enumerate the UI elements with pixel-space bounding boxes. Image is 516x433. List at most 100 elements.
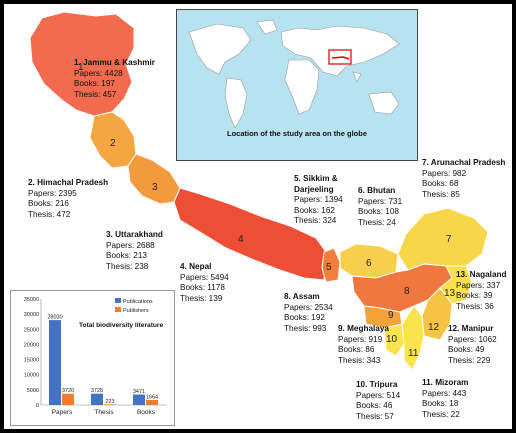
region-papers: Papers: 1394: [294, 195, 343, 205]
literature-bar-chart: 0 5000 10000 15000 20000 25000 30000 35000 2803…: [10, 290, 175, 426]
region-number: 6: [366, 258, 372, 269]
region-papers: Papers: 514: [356, 390, 401, 400]
bar-publications-thesis: [91, 393, 103, 405]
bar-publishers-papers: [62, 393, 74, 405]
region-title: 8. Assam: [284, 292, 320, 301]
region-nagaland[interactable]: [439, 265, 473, 305]
region-papers: Papers: 919: [338, 334, 383, 344]
figure-frame: 1 2 3 4 5 6 7 8 9 10 11 12 13: [4, 4, 512, 429]
region-books: Books: 162: [294, 205, 335, 215]
region-books: Books: 216: [28, 199, 69, 209]
region-title: 4. Nepal: [180, 262, 212, 271]
region-title: 12. Manipur: [448, 324, 494, 333]
region-books: Books: 39: [456, 291, 493, 301]
region-books: Books: 86: [338, 345, 375, 355]
region-thesis: Thesis: 238: [106, 261, 149, 271]
chart-title: Total biodiversity literature: [79, 322, 163, 329]
region-books: Books: 108: [358, 207, 399, 217]
label-arunachal-pradesh: 7. Arunachal Pradesh Papers: 982 Books: …: [422, 158, 505, 200]
region-title: 3. Uttarakhand: [106, 230, 163, 239]
region-thesis: Thesis: 472: [28, 209, 71, 219]
region-thesis: Thesis: 85: [422, 189, 460, 199]
region-number: 4: [238, 234, 244, 245]
region-papers: Papers: 731: [358, 196, 403, 206]
region-books: Books: 49: [448, 345, 485, 355]
bar-value-label: 1664: [146, 394, 158, 400]
region-thesis: Thesis: 457: [74, 89, 117, 99]
bar-value-label: 28030: [47, 315, 62, 321]
region-number: 12: [428, 322, 440, 333]
region-number: 3: [152, 182, 158, 193]
label-mizoram: 11. Mizoram Papers: 443 Books: 18 Thesis…: [422, 378, 468, 420]
region-thesis: Thesis: 229: [448, 355, 491, 365]
region-papers: Papers: 2395: [28, 188, 77, 198]
region-mizoram[interactable]: [401, 305, 425, 371]
region-thesis: Thesis: 57: [356, 411, 394, 421]
region-books: Books: 46: [356, 401, 393, 411]
label-nepal: 4. Nepal Papers: 5494 Books: 1178 Thesis…: [180, 262, 229, 304]
legend-swatch: [115, 298, 121, 303]
region-thesis: Thesis: 324: [294, 216, 337, 226]
region-papers: Papers: 443: [422, 388, 467, 398]
bar-publishers-books: [146, 399, 158, 405]
region-number: 10: [386, 334, 398, 345]
y-tick-label: 30000: [24, 312, 39, 318]
label-uttarakhand: 3. Uttarakhand Papers: 2688 Books: 213 T…: [106, 230, 163, 272]
region-papers: Papers: 1062: [448, 334, 497, 344]
region-title: 13. Nagaland: [456, 270, 507, 279]
region-arunachal-pradesh[interactable]: [397, 207, 489, 271]
y-tick-label: 25000: [24, 327, 39, 333]
label-himachal-pradesh: 2. Himachal Pradesh Papers: 2395 Books: …: [28, 178, 108, 220]
region-books: Books: 1178: [180, 283, 225, 293]
y-tick-label: 20000: [24, 342, 39, 348]
label-nagaland: 13. Nagaland Papers: 337 Books: 39 Thesi…: [456, 270, 507, 312]
region-number: 8: [404, 286, 410, 297]
region-number: 7: [446, 234, 452, 245]
region-thesis: Thesis: 993: [284, 323, 327, 333]
region-papers: Papers: 2534: [284, 302, 333, 312]
region-books: Books: 213: [106, 251, 147, 261]
region-title: 7. Arunachal Pradesh: [422, 158, 506, 167]
region-books: Books: 18: [422, 399, 459, 409]
region-title: 10. Tripura: [356, 380, 398, 389]
label-sikkim-darjeeling: 5. Sikkim & Darjeeling Papers: 1394 Book…: [294, 174, 352, 227]
inset-caption: Location of the study area on the globe: [226, 129, 367, 138]
region-papers: Papers: 2688: [106, 240, 155, 250]
region-title: 2. Himachal Pradesh: [28, 178, 109, 187]
region-papers: Papers: 337: [456, 280, 501, 290]
region-title: 9. Meghalaya: [338, 324, 389, 333]
region-thesis: Thesis: 36: [456, 301, 494, 311]
label-tripura: 10. Tripura Papers: 514 Books: 46 Thesis…: [356, 380, 400, 422]
bar-publishers-thesis: [104, 404, 116, 405]
label-jammu-kashmir: 1. Jammu & Kashmir Papers: 4428 Books: 1…: [74, 58, 155, 100]
bar-publications-books: [133, 394, 145, 405]
region-papers: Papers: 5494: [180, 272, 229, 282]
himalaya-map: 1 2 3 4 5 6 7 8 9 10 11 12 13: [29, 11, 489, 371]
label-manipur: 12. Manipur Papers: 1062 Books: 49 Thesi…: [448, 324, 497, 366]
chart-svg: 0 5000 10000 15000 20000 25000 30000 35000 2803…: [24, 297, 167, 416]
y-tick-label: 5000: [27, 388, 39, 394]
region-thesis: Thesis: 22: [422, 409, 460, 419]
region-papers: Papers: 4428: [74, 68, 123, 78]
region-thesis: Thesis: 139: [180, 293, 223, 303]
region-tripura[interactable]: [383, 323, 405, 357]
region-thesis: Thesis: 24: [358, 217, 396, 227]
region-sikkim-darjeeling[interactable]: [321, 247, 341, 283]
legend-swatch: [115, 307, 121, 312]
region-number: 11: [408, 348, 419, 359]
y-tick-label: 15000: [24, 358, 39, 364]
label-meghalaya: 9. Meghalaya Papers: 919 Books: 86 Thesi…: [338, 324, 389, 366]
region-number: 13: [444, 288, 456, 299]
region-number: 2: [110, 138, 116, 149]
region-title: 5. Sikkim & Darjeeling: [294, 174, 338, 194]
x-tick-label: Papers: [52, 409, 73, 416]
bar-value-label: 3725: [91, 388, 103, 394]
bar-value-label: 3471: [133, 389, 145, 395]
region-title: 11. Mizoram: [422, 378, 469, 387]
bar-value-label: 3720: [62, 388, 74, 394]
region-uttarakhand[interactable]: [127, 153, 181, 205]
legend-label: Publishers: [123, 308, 149, 314]
study-area-marker: [328, 49, 352, 65]
region-jammu-kashmir[interactable]: [29, 11, 135, 117]
globe-inset: Location of the study area on the globe: [176, 9, 418, 161]
